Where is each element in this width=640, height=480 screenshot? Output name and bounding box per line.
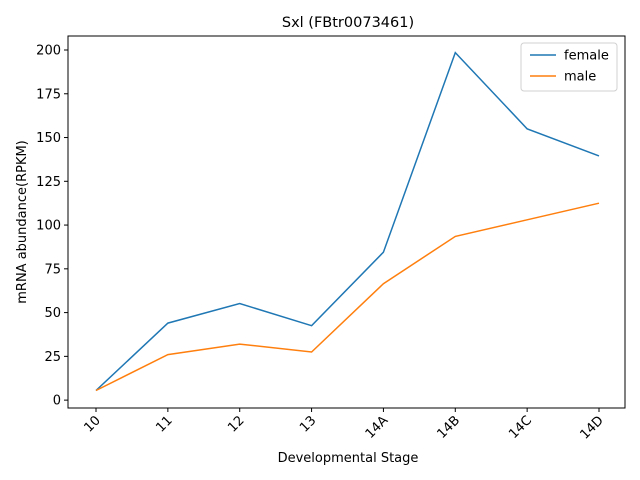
chart-title: Sxl (FBtr0073461) — [282, 15, 414, 31]
x-tick-label: 12 — [225, 413, 247, 435]
y-tick-label: 175 — [36, 87, 61, 102]
y-axis-label: mRNA abundance(RPKM) — [15, 140, 30, 304]
x-tick-label: 10 — [82, 413, 104, 435]
x-tick-label: 11 — [153, 413, 175, 435]
x-axis-ticks: 10 11 12 13 14A 14B 14C 14D — [82, 408, 607, 443]
x-tick-label: 13 — [297, 413, 319, 435]
legend: female male — [520, 42, 618, 92]
y-tick-label: 150 — [36, 131, 61, 146]
y-tick-label: 0 — [53, 394, 61, 409]
y-tick-label: 125 — [36, 175, 61, 190]
x-tick-label: 14A — [363, 413, 392, 442]
x-axis-label: Developmental Stage — [278, 451, 419, 466]
plot-frame — [67, 35, 626, 409]
legend-label-female: female — [564, 49, 609, 64]
y-axis-ticks: 0 25 50 75 100 125 150 175 200 — [36, 44, 68, 409]
y-tick-label: 75 — [44, 262, 61, 277]
y-tick-label: 200 — [36, 44, 61, 59]
series-line-female — [95, 51, 600, 392]
x-tick-label: 14C — [506, 413, 535, 442]
plot-lines — [95, 51, 600, 392]
y-tick-label: 50 — [44, 306, 61, 321]
legend-label-male: male — [564, 70, 596, 85]
x-tick-label: 14D — [577, 413, 606, 442]
series-line-male — [95, 202, 600, 392]
y-tick-label: 100 — [36, 219, 61, 234]
y-tick-label: 25 — [44, 350, 61, 365]
x-tick-label: 14B — [434, 413, 463, 442]
